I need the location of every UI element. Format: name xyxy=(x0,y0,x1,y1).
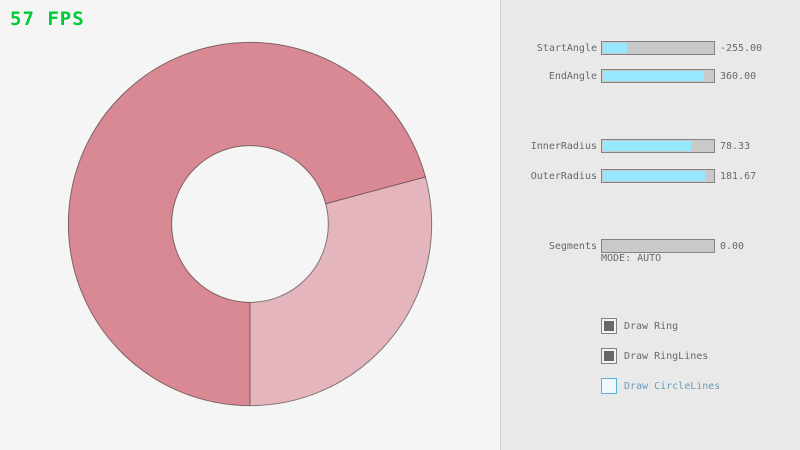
slider-row-innerradius: InnerRadius 78.33 xyxy=(501,139,800,153)
innerradius-value: 78.33 xyxy=(720,140,751,152)
checkbox-draw-ringlines[interactable]: Draw RingLines xyxy=(601,348,708,364)
outerradius-slider-fill xyxy=(603,171,705,181)
segments-mode-label: MODE: AUTO xyxy=(601,253,662,264)
endangle-slider-fill xyxy=(603,71,704,81)
checkbox-draw-circlelines[interactable]: Draw CircleLines xyxy=(601,378,720,394)
slider-row-segments: Segments 0.00 xyxy=(501,239,800,253)
checkbox-icon xyxy=(601,378,617,394)
startangle-slider[interactable] xyxy=(601,41,715,55)
checkbox-draw-ring-label: Draw Ring xyxy=(624,320,679,332)
checkmark-icon xyxy=(604,351,614,361)
fps-counter: 57 FPS xyxy=(10,8,85,30)
ring-start-angle-line xyxy=(325,176,426,205)
ring-graphic xyxy=(67,41,433,407)
ring-overlap-sector xyxy=(68,42,426,406)
checkbox-draw-ring[interactable]: Draw Ring xyxy=(601,318,678,334)
endangle-slider[interactable] xyxy=(601,69,715,83)
checkbox-draw-circlelines-label: Draw CircleLines xyxy=(624,380,721,392)
ring-outer-outline xyxy=(67,41,433,407)
slider-row-outerradius: OuterRadius 181.67 xyxy=(501,169,800,183)
control-panel: StartAngle -255.00 EndAngle 360.00 Inner… xyxy=(500,0,800,450)
checkbox-icon xyxy=(601,318,617,334)
startangle-slider-fill xyxy=(603,43,628,53)
endangle-label: EndAngle xyxy=(548,70,597,82)
innerradius-slider[interactable] xyxy=(601,139,715,153)
startangle-label: StartAngle xyxy=(536,42,597,54)
slider-row-startangle: StartAngle -255.00 xyxy=(501,41,800,55)
slider-row-endangle: EndAngle 360.00 xyxy=(501,69,800,83)
ring-inner-outline xyxy=(171,145,329,303)
outerradius-slider[interactable] xyxy=(601,169,715,183)
outerradius-label: OuterRadius xyxy=(530,170,597,182)
checkbox-draw-ringlines-label: Draw RingLines xyxy=(624,350,709,362)
endangle-value: 360.00 xyxy=(720,70,757,82)
segments-slider[interactable] xyxy=(601,239,715,253)
segments-label: Segments xyxy=(548,240,597,252)
segments-value: 0.00 xyxy=(720,240,745,252)
startangle-value: -255.00 xyxy=(720,42,763,54)
innerradius-slider-fill xyxy=(603,141,691,151)
checkbox-icon xyxy=(601,348,617,364)
innerradius-label: InnerRadius xyxy=(530,140,597,152)
outerradius-value: 181.67 xyxy=(720,170,757,182)
checkmark-icon xyxy=(604,321,614,331)
